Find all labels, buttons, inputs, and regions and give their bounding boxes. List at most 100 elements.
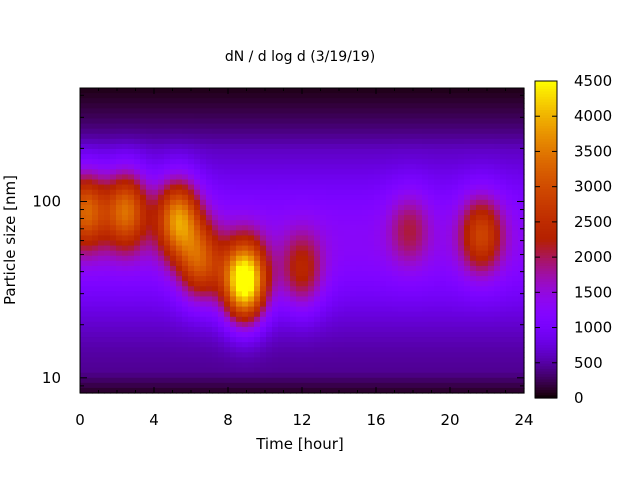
heatmap-cell: [110, 332, 117, 338]
heatmap-cell: [398, 123, 405, 130]
heatmap-cell: [440, 149, 447, 155]
heatmap-cell: [452, 265, 459, 272]
heatmap-cell: [86, 321, 93, 328]
colorbar-segment: [535, 115, 557, 119]
heatmap-cell: [380, 332, 387, 338]
heatmap-cell: [458, 316, 465, 323]
heatmap-cell: [386, 326, 393, 333]
heatmap-cell: [284, 225, 291, 231]
heatmap-cell: [224, 271, 231, 277]
heatmap-cell: [356, 337, 363, 343]
heatmap-cell: [368, 199, 375, 206]
heatmap-cell: [176, 98, 183, 104]
heatmap-cell: [128, 367, 135, 374]
heatmap-cell: [140, 189, 147, 196]
heatmap-cell: [404, 225, 411, 231]
heatmap-cell: [242, 143, 249, 150]
heatmap-cell: [242, 189, 249, 196]
heatmap-cell: [236, 362, 243, 369]
heatmap-cell: [188, 296, 195, 303]
heatmap-cell: [314, 138, 321, 145]
heatmap-cell: [398, 321, 405, 328]
heatmap-cell: [470, 367, 477, 374]
heatmap-cell: [494, 179, 501, 186]
heatmap-cell: [464, 271, 471, 277]
heatmap-cell: [302, 387, 309, 394]
heatmap-cell: [314, 286, 321, 292]
heatmap-cell: [128, 352, 135, 359]
heatmap-cell: [164, 138, 171, 145]
heatmap-cell: [272, 113, 279, 120]
heatmap-cell: [248, 367, 255, 374]
heatmap-cell: [236, 276, 243, 282]
heatmap-cell: [296, 103, 303, 109]
heatmap-cell: [440, 138, 447, 145]
heatmap-cell: [476, 326, 483, 333]
heatmap-cell: [104, 337, 111, 343]
heatmap-cell: [326, 306, 333, 313]
heatmap-cell: [380, 281, 387, 287]
heatmap-cell: [314, 143, 321, 150]
heatmap-cell: [188, 271, 195, 277]
heatmap-cell: [416, 240, 423, 247]
heatmap-cell: [482, 179, 489, 186]
heatmap-cell: [380, 352, 387, 359]
heatmap-cell: [92, 133, 99, 140]
heatmap-cell: [362, 387, 369, 394]
colorbar-segment: [535, 331, 557, 336]
heatmap-cell: [272, 169, 279, 176]
heatmap-cell: [128, 133, 135, 140]
heatmap-cell: [500, 164, 507, 170]
heatmap-cell: [200, 93, 207, 99]
heatmap-cell: [320, 235, 327, 242]
heatmap-cell: [218, 143, 225, 150]
heatmap-cell: [182, 225, 189, 231]
heatmap-cell: [404, 169, 411, 176]
heatmap-cell: [194, 235, 201, 242]
heatmap-cell: [110, 352, 117, 359]
colorbar-segment: [535, 358, 557, 362]
heatmap-cell: [164, 184, 171, 191]
heatmap-cell: [374, 220, 381, 226]
heatmap-cell: [164, 357, 171, 364]
heatmap-cell: [92, 250, 99, 257]
heatmap-cell: [416, 301, 423, 308]
heatmap-cell: [134, 113, 141, 120]
heatmap-cell: [476, 103, 483, 109]
heatmap-cell: [284, 179, 291, 186]
heatmap-cell: [494, 265, 501, 272]
heatmap-cell: [98, 123, 105, 130]
heatmap-cell: [200, 377, 207, 384]
heatmap-cell: [506, 210, 513, 216]
heatmap-cell: [452, 98, 459, 104]
heatmap-cell: [80, 123, 87, 130]
heatmap-cell: [290, 128, 297, 135]
heatmap-cell: [416, 245, 423, 252]
heatmap-cell: [86, 276, 93, 282]
heatmap-cell: [386, 133, 393, 140]
heatmap-cell: [176, 103, 183, 109]
heatmap-cell: [434, 316, 441, 323]
heatmap-cell: [446, 159, 453, 165]
heatmap-cell: [182, 133, 189, 140]
heatmap-cell: [428, 128, 435, 135]
y-tick-label: 10: [42, 369, 61, 387]
heatmap-cell: [104, 291, 111, 298]
heatmap-cell: [284, 347, 291, 353]
heatmap-cell: [284, 88, 291, 94]
heatmap-cell: [218, 204, 225, 211]
heatmap-cell: [284, 362, 291, 369]
heatmap-cell: [290, 108, 297, 115]
heatmap-cell: [476, 189, 483, 196]
heatmap-cell: [482, 230, 489, 237]
heatmap-cell: [338, 240, 345, 247]
heatmap-cell: [374, 276, 381, 282]
heatmap-cell: [140, 199, 147, 206]
heatmap-cell: [512, 321, 519, 328]
heatmap-cell: [80, 367, 87, 374]
heatmap-cell: [500, 179, 507, 186]
heatmap-cell: [506, 159, 513, 165]
heatmap-cell: [92, 138, 99, 145]
